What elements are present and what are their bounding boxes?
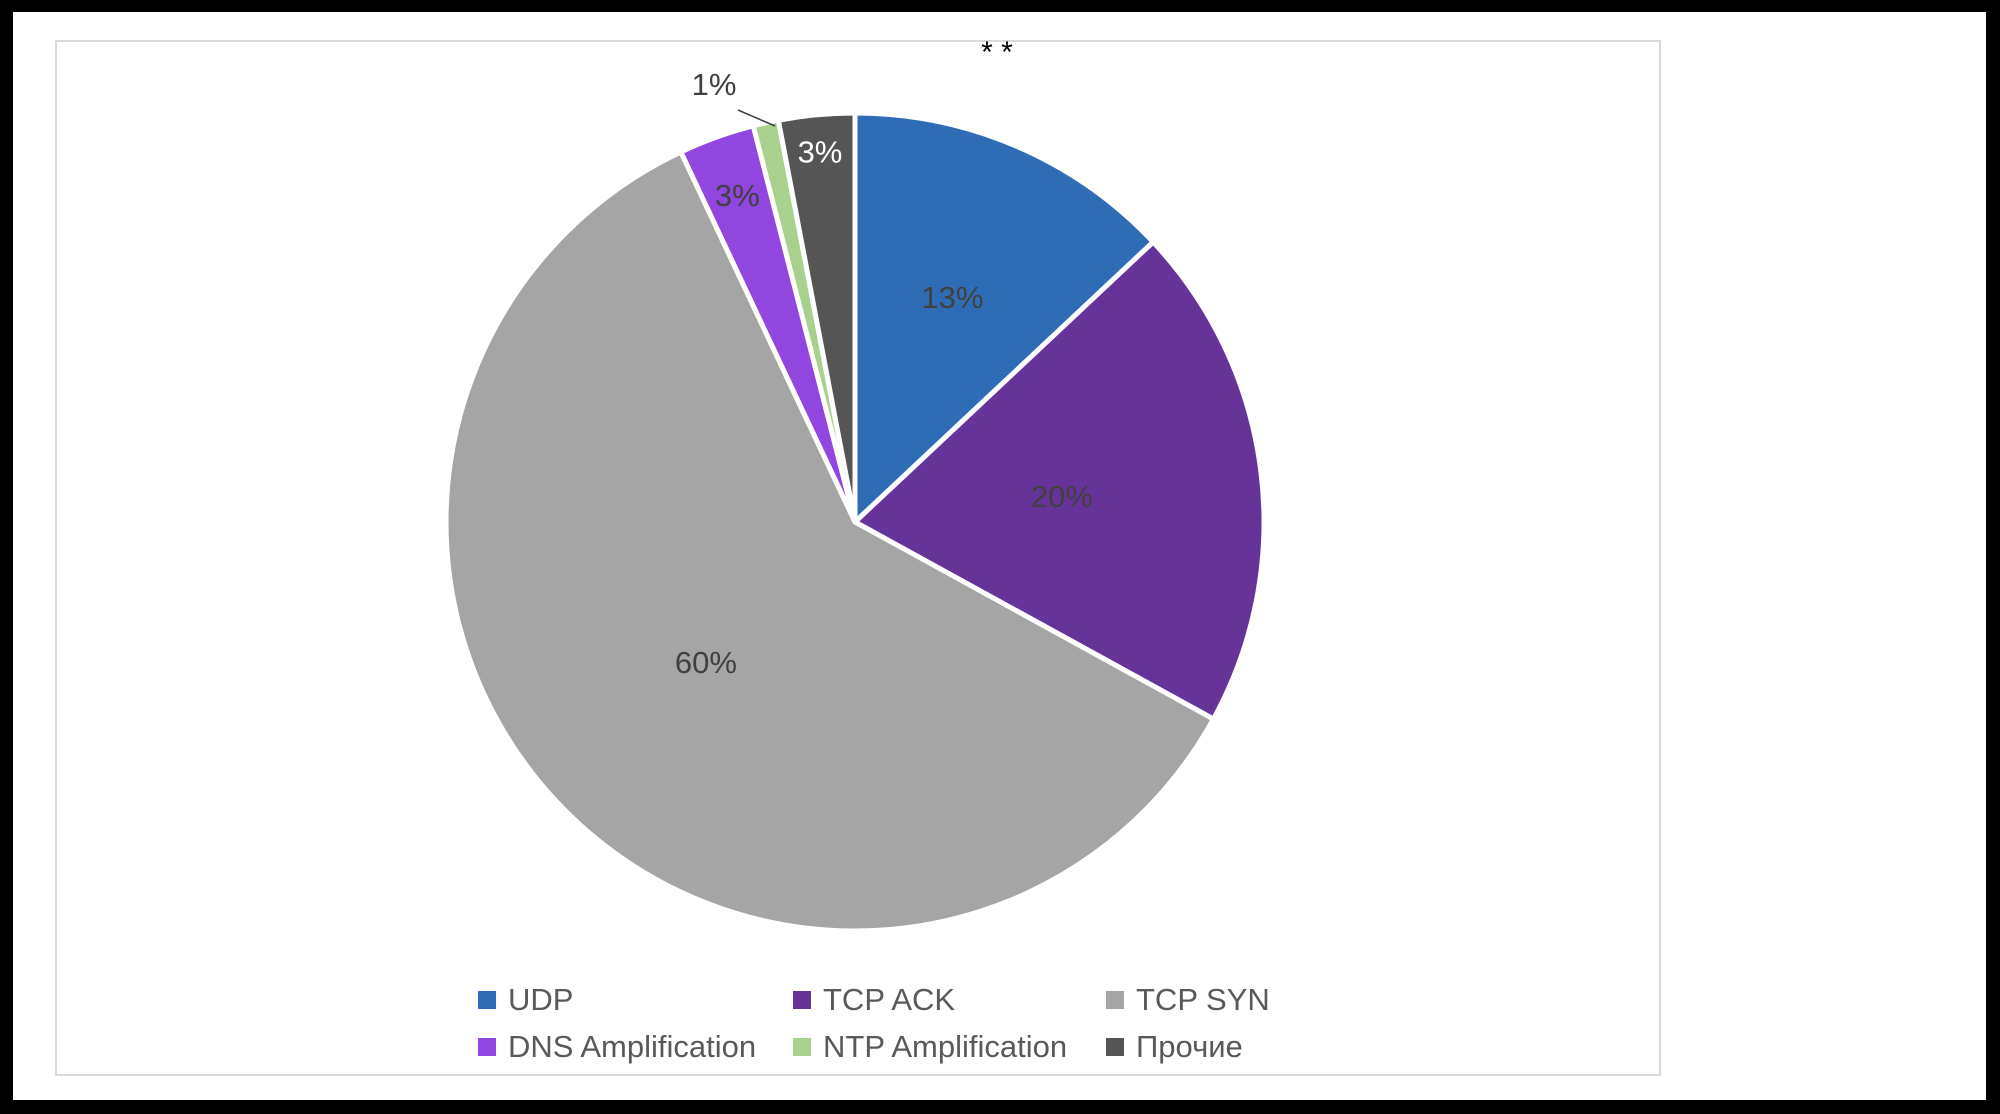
- legend-label: NTP Amplification: [823, 1029, 1068, 1064]
- legend-label: DNS Amplification: [508, 1029, 757, 1064]
- data-label: 20%: [1031, 479, 1093, 514]
- legend-item: Прочие: [1106, 1029, 1243, 1065]
- pie-slice-udp: [852, 110, 1157, 528]
- pie-slice-tcp-syn: [443, 148, 1217, 934]
- legend-swatch: [478, 991, 496, 1009]
- pie-chart: * * 13% 20% 60% 3% 1% 3%: [443, 36, 1267, 934]
- data-label: 13%: [921, 280, 983, 315]
- legend-item: TCP SYN: [1106, 982, 1270, 1018]
- data-label: 1%: [692, 67, 737, 102]
- pie-slice-прочие: [775, 110, 858, 523]
- legend-label: TCP SYN: [1136, 982, 1270, 1017]
- legend-label: UDP: [508, 982, 574, 1017]
- chart-area: [55, 40, 1661, 1076]
- legend-item: TCP ACK: [793, 982, 955, 1018]
- chart-title: * *: [981, 36, 1013, 69]
- legend-item: NTP Amplification: [793, 1029, 1067, 1065]
- legend-swatch: [793, 991, 811, 1009]
- legend-label: Прочие: [1136, 1029, 1243, 1064]
- pie-slice-tcp-ack: [850, 238, 1267, 723]
- slide-canvas: * * 13% 20% 60% 3% 1% 3% UDP TCP ACK TCP SYN DNS…: [13, 12, 1986, 1100]
- legend-item: DNS Amplification: [478, 1029, 756, 1065]
- leader-line: [737, 109, 776, 127]
- data-label: 60%: [675, 645, 737, 680]
- data-label: 3%: [798, 134, 843, 169]
- legend-swatch: [1106, 1038, 1124, 1056]
- legend-swatch: [793, 1038, 811, 1056]
- legend-swatch: [1106, 991, 1124, 1009]
- data-label: 3%: [715, 178, 760, 213]
- legend-item: UDP: [478, 982, 573, 1018]
- legend-swatch: [478, 1038, 496, 1056]
- legend-label: TCP ACK: [823, 982, 956, 1017]
